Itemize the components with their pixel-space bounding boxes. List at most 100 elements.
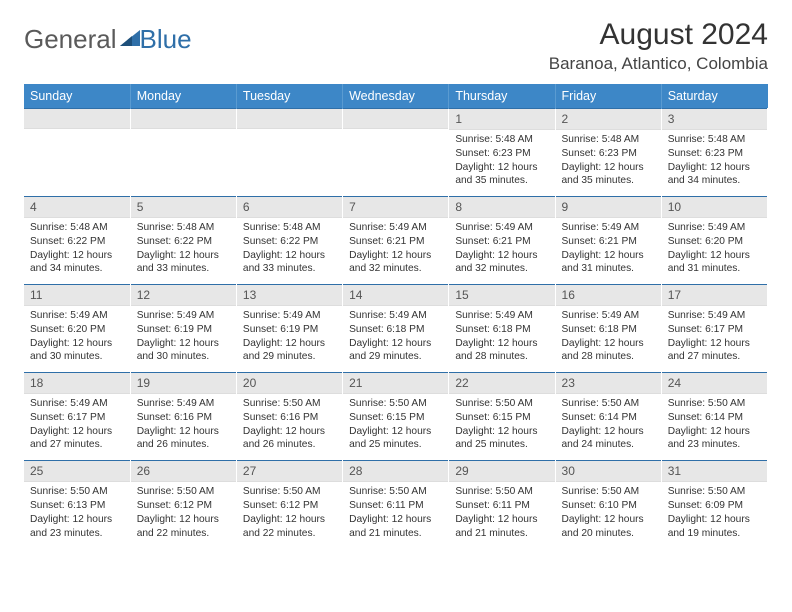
sunset-text: Sunset: 6:20 PM	[30, 323, 124, 337]
day-number: 16	[556, 285, 661, 306]
calendar-cell: 6Sunrise: 5:48 AMSunset: 6:22 PMDaylight…	[236, 197, 342, 285]
calendar-table: SundayMondayTuesdayWednesdayThursdayFrid…	[24, 84, 768, 548]
calendar-cell: 5Sunrise: 5:48 AMSunset: 6:22 PMDaylight…	[130, 197, 236, 285]
sunrise-text: Sunrise: 5:49 AM	[455, 221, 548, 235]
daylight-text: Daylight: 12 hours and 19 minutes.	[668, 513, 761, 541]
daylight-text: Daylight: 12 hours and 30 minutes.	[137, 337, 230, 365]
weekday-header: Wednesday	[343, 84, 449, 109]
calendar-cell: 31Sunrise: 5:50 AMSunset: 6:09 PMDayligh…	[661, 461, 767, 549]
calendar-week-row: 18Sunrise: 5:49 AMSunset: 6:17 PMDayligh…	[24, 373, 768, 461]
calendar-cell: 18Sunrise: 5:49 AMSunset: 6:17 PMDayligh…	[24, 373, 130, 461]
day-number: 21	[343, 373, 448, 394]
day-details: Sunrise: 5:48 AMSunset: 6:22 PMDaylight:…	[24, 218, 130, 284]
sunset-text: Sunset: 6:18 PM	[562, 323, 655, 337]
calendar-cell: 1Sunrise: 5:48 AMSunset: 6:23 PMDaylight…	[449, 109, 555, 197]
weekday-header: Thursday	[449, 84, 555, 109]
day-details: Sunrise: 5:49 AMSunset: 6:19 PMDaylight:…	[237, 306, 342, 372]
sunrise-text: Sunrise: 5:49 AM	[243, 309, 336, 323]
day-details: Sunrise: 5:50 AMSunset: 6:12 PMDaylight:…	[237, 482, 342, 548]
day-details	[343, 129, 448, 187]
daylight-text: Daylight: 12 hours and 32 minutes.	[349, 249, 442, 277]
sunrise-text: Sunrise: 5:49 AM	[562, 309, 655, 323]
calendar-cell	[24, 109, 130, 197]
sunset-text: Sunset: 6:13 PM	[30, 499, 124, 513]
day-number: 2	[556, 109, 661, 130]
sunset-text: Sunset: 6:15 PM	[349, 411, 442, 425]
day-number: 9	[556, 197, 661, 218]
sunset-text: Sunset: 6:11 PM	[455, 499, 548, 513]
sunrise-text: Sunrise: 5:50 AM	[455, 397, 548, 411]
day-number: 30	[556, 461, 661, 482]
sunrise-text: Sunrise: 5:50 AM	[243, 485, 336, 499]
daylight-text: Daylight: 12 hours and 22 minutes.	[137, 513, 230, 541]
day-details: Sunrise: 5:49 AMSunset: 6:18 PMDaylight:…	[556, 306, 661, 372]
brand-logo: General Blue	[24, 18, 192, 55]
calendar-cell: 11Sunrise: 5:49 AMSunset: 6:20 PMDayligh…	[24, 285, 130, 373]
sunrise-text: Sunrise: 5:49 AM	[137, 397, 230, 411]
day-details: Sunrise: 5:48 AMSunset: 6:22 PMDaylight:…	[131, 218, 236, 284]
day-details	[24, 129, 130, 187]
calendar-cell: 14Sunrise: 5:49 AMSunset: 6:18 PMDayligh…	[343, 285, 449, 373]
daylight-text: Daylight: 12 hours and 33 minutes.	[243, 249, 336, 277]
daylight-text: Daylight: 12 hours and 32 minutes.	[455, 249, 548, 277]
daylight-text: Daylight: 12 hours and 27 minutes.	[668, 337, 761, 365]
day-number: 5	[131, 197, 236, 218]
calendar-cell: 10Sunrise: 5:49 AMSunset: 6:20 PMDayligh…	[661, 197, 767, 285]
day-number: 27	[237, 461, 342, 482]
calendar-cell: 3Sunrise: 5:48 AMSunset: 6:23 PMDaylight…	[661, 109, 767, 197]
day-number: 8	[449, 197, 554, 218]
sunrise-text: Sunrise: 5:48 AM	[243, 221, 336, 235]
day-details: Sunrise: 5:50 AMSunset: 6:09 PMDaylight:…	[662, 482, 767, 548]
day-details: Sunrise: 5:48 AMSunset: 6:23 PMDaylight:…	[449, 130, 554, 196]
day-number: 18	[24, 373, 130, 394]
day-number: 13	[237, 285, 342, 306]
calendar-cell: 15Sunrise: 5:49 AMSunset: 6:18 PMDayligh…	[449, 285, 555, 373]
calendar-week-row: 25Sunrise: 5:50 AMSunset: 6:13 PMDayligh…	[24, 461, 768, 549]
triangle-icon	[120, 22, 140, 53]
daylight-text: Daylight: 12 hours and 21 minutes.	[349, 513, 442, 541]
sunset-text: Sunset: 6:22 PM	[243, 235, 336, 249]
calendar-cell: 21Sunrise: 5:50 AMSunset: 6:15 PMDayligh…	[343, 373, 449, 461]
sunrise-text: Sunrise: 5:48 AM	[30, 221, 124, 235]
sunrise-text: Sunrise: 5:49 AM	[30, 397, 124, 411]
day-number: 1	[449, 109, 554, 130]
sunrise-text: Sunrise: 5:50 AM	[562, 485, 655, 499]
sunset-text: Sunset: 6:23 PM	[455, 147, 548, 161]
sunset-text: Sunset: 6:14 PM	[668, 411, 761, 425]
sunrise-text: Sunrise: 5:50 AM	[30, 485, 124, 499]
sunrise-text: Sunrise: 5:49 AM	[30, 309, 124, 323]
weekday-header: Monday	[130, 84, 236, 109]
weekday-header: Tuesday	[236, 84, 342, 109]
day-details: Sunrise: 5:50 AMSunset: 6:13 PMDaylight:…	[24, 482, 130, 548]
calendar-cell: 23Sunrise: 5:50 AMSunset: 6:14 PMDayligh…	[555, 373, 661, 461]
sunrise-text: Sunrise: 5:48 AM	[455, 133, 548, 147]
day-number: 24	[662, 373, 767, 394]
day-details: Sunrise: 5:48 AMSunset: 6:22 PMDaylight:…	[237, 218, 342, 284]
sunrise-text: Sunrise: 5:50 AM	[668, 397, 761, 411]
daylight-text: Daylight: 12 hours and 23 minutes.	[30, 513, 124, 541]
calendar-cell: 7Sunrise: 5:49 AMSunset: 6:21 PMDaylight…	[343, 197, 449, 285]
day-details: Sunrise: 5:49 AMSunset: 6:21 PMDaylight:…	[556, 218, 661, 284]
title-block: August 2024 Baranoa, Atlantico, Colombia	[549, 18, 768, 74]
daylight-text: Daylight: 12 hours and 20 minutes.	[562, 513, 655, 541]
calendar-page: General Blue August 2024 Baranoa, Atlant…	[0, 0, 792, 558]
calendar-cell	[343, 109, 449, 197]
daylight-text: Daylight: 12 hours and 29 minutes.	[349, 337, 442, 365]
sunset-text: Sunset: 6:21 PM	[455, 235, 548, 249]
daylight-text: Daylight: 12 hours and 30 minutes.	[30, 337, 124, 365]
sunrise-text: Sunrise: 5:49 AM	[562, 221, 655, 235]
daylight-text: Daylight: 12 hours and 34 minutes.	[668, 161, 761, 189]
daylight-text: Daylight: 12 hours and 28 minutes.	[562, 337, 655, 365]
sunrise-text: Sunrise: 5:50 AM	[668, 485, 761, 499]
calendar-week-row: 11Sunrise: 5:49 AMSunset: 6:20 PMDayligh…	[24, 285, 768, 373]
sunrise-text: Sunrise: 5:50 AM	[562, 397, 655, 411]
sunset-text: Sunset: 6:22 PM	[137, 235, 230, 249]
calendar-week-row: 1Sunrise: 5:48 AMSunset: 6:23 PMDaylight…	[24, 109, 768, 197]
calendar-cell: 8 Sunrise: 5:49 AMSunset: 6:21 PMDaylight…	[449, 197, 555, 285]
weekday-header: Sunday	[24, 84, 130, 109]
day-details: Sunrise: 5:48 AMSunset: 6:23 PMDaylight:…	[556, 130, 661, 196]
day-number: 25	[24, 461, 130, 482]
sunrise-text: Sunrise: 5:50 AM	[349, 397, 442, 411]
page-header: General Blue August 2024 Baranoa, Atlant…	[24, 18, 768, 74]
sunset-text: Sunset: 6:12 PM	[137, 499, 230, 513]
